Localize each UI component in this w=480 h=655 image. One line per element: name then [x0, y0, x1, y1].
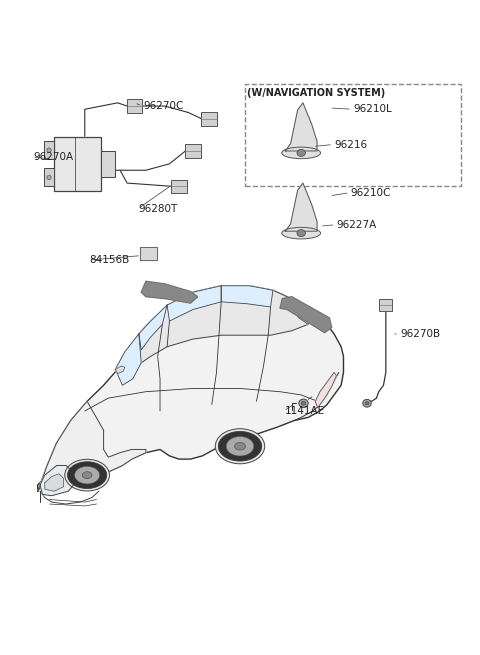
- Polygon shape: [40, 466, 75, 496]
- FancyBboxPatch shape: [44, 168, 54, 187]
- Ellipse shape: [47, 148, 51, 153]
- Ellipse shape: [74, 466, 100, 484]
- FancyBboxPatch shape: [127, 99, 142, 113]
- Polygon shape: [140, 247, 157, 260]
- Polygon shape: [285, 183, 317, 231]
- FancyBboxPatch shape: [202, 112, 217, 126]
- Text: 96210C: 96210C: [350, 188, 391, 198]
- Ellipse shape: [216, 429, 264, 464]
- FancyBboxPatch shape: [54, 136, 101, 191]
- FancyBboxPatch shape: [101, 151, 115, 177]
- Polygon shape: [280, 297, 332, 333]
- Polygon shape: [285, 103, 317, 151]
- Text: 96280T: 96280T: [139, 204, 178, 214]
- Text: 96270B: 96270B: [400, 329, 440, 339]
- Polygon shape: [294, 305, 313, 324]
- Ellipse shape: [365, 402, 369, 405]
- Polygon shape: [221, 286, 273, 307]
- Text: 96270C: 96270C: [144, 101, 184, 111]
- FancyBboxPatch shape: [185, 144, 201, 158]
- Ellipse shape: [226, 436, 254, 456]
- Polygon shape: [38, 402, 146, 491]
- Ellipse shape: [282, 227, 321, 239]
- Ellipse shape: [282, 147, 321, 159]
- Text: 96270A: 96270A: [33, 153, 73, 162]
- Polygon shape: [115, 334, 141, 385]
- Text: 96210L: 96210L: [353, 104, 392, 114]
- Polygon shape: [115, 366, 125, 374]
- Ellipse shape: [47, 175, 51, 179]
- Ellipse shape: [65, 459, 109, 491]
- Polygon shape: [38, 286, 344, 491]
- FancyBboxPatch shape: [380, 299, 392, 311]
- Ellipse shape: [235, 443, 245, 450]
- Ellipse shape: [301, 402, 306, 405]
- Polygon shape: [132, 286, 313, 373]
- Polygon shape: [141, 281, 198, 303]
- Text: (W/NAVIGATION SYSTEM): (W/NAVIGATION SYSTEM): [247, 88, 385, 98]
- Polygon shape: [167, 286, 221, 321]
- Ellipse shape: [299, 399, 308, 407]
- Ellipse shape: [218, 432, 262, 461]
- Polygon shape: [139, 305, 167, 350]
- Text: 1141AE: 1141AE: [285, 406, 325, 416]
- Polygon shape: [315, 373, 336, 407]
- Text: 96227A: 96227A: [336, 220, 377, 230]
- Text: 84156B: 84156B: [89, 255, 130, 265]
- Ellipse shape: [297, 149, 305, 157]
- Text: 96216: 96216: [334, 140, 367, 149]
- FancyBboxPatch shape: [44, 141, 54, 159]
- Ellipse shape: [82, 472, 92, 479]
- FancyBboxPatch shape: [245, 84, 461, 186]
- Ellipse shape: [297, 230, 305, 236]
- Polygon shape: [45, 474, 63, 491]
- Ellipse shape: [68, 462, 107, 489]
- Ellipse shape: [363, 400, 371, 407]
- FancyBboxPatch shape: [171, 180, 187, 193]
